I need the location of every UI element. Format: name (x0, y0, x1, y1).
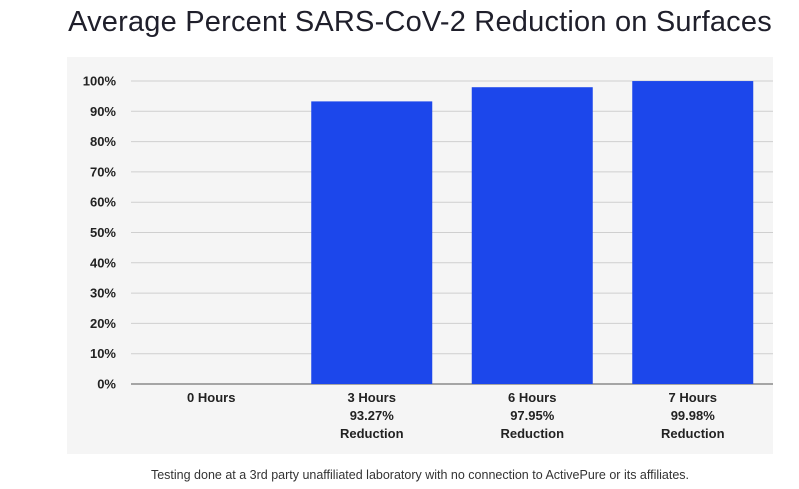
y-tick-label: 50% (90, 225, 116, 240)
bar (632, 81, 754, 384)
bar-sublabel: Reduction (661, 426, 725, 441)
y-tick-label: 40% (90, 255, 116, 270)
x-category-label: 0 Hours (187, 390, 235, 405)
y-tick-label: 10% (90, 346, 116, 361)
x-category-label: 6 Hours (508, 390, 556, 405)
bar-value-label: 97.95% (510, 408, 555, 423)
y-tick-label: 0% (97, 377, 116, 392)
bar-sublabel: Reduction (500, 426, 564, 441)
y-tick-label: 100% (83, 74, 117, 89)
bar-sublabel: Reduction (340, 426, 404, 441)
chart-title: Average Percent SARS-CoV-2 Reduction on … (68, 6, 772, 38)
bar-value-label: 93.27% (350, 408, 395, 423)
bar-value-label: 99.98% (671, 408, 716, 423)
footnote: Testing done at a 3rd party unaffiliated… (150, 468, 690, 482)
x-category-label: 7 Hours (669, 390, 717, 405)
bar (471, 87, 593, 385)
x-category-label: 3 Hours (348, 390, 396, 405)
y-tick-label: 70% (90, 164, 116, 179)
y-tick-label: 20% (90, 316, 116, 331)
y-tick-label: 80% (90, 134, 116, 149)
y-tick-label: 30% (90, 286, 116, 301)
y-tick-label: 60% (90, 195, 116, 210)
bar (311, 101, 433, 384)
y-tick-label: 90% (90, 104, 116, 119)
